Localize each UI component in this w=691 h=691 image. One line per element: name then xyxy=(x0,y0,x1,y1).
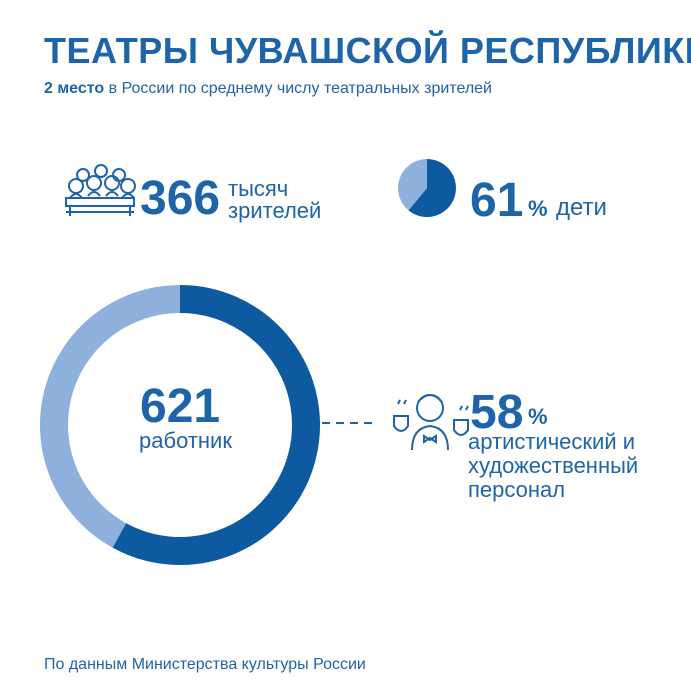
artists-label-line2: художественный xyxy=(468,453,639,478)
workers-donut-chart xyxy=(40,285,320,565)
artists-percent-sign: % xyxy=(528,404,548,429)
actor-masks-icon xyxy=(393,394,469,451)
spectators-unit-line1: тысяч xyxy=(228,176,289,201)
children-label: дети xyxy=(556,194,607,221)
spectators-unit: тысяч зрителей xyxy=(228,178,321,222)
workers-value: 621 xyxy=(140,380,221,433)
audience-icon xyxy=(65,164,136,216)
spectators-unit-line2: зрителей xyxy=(228,198,322,223)
spectators-value: 366 xyxy=(140,172,221,225)
subtitle-rank: 2 место xyxy=(44,80,105,97)
children-value: 61 xyxy=(470,174,524,227)
page-subtitle: 2 место в России по среднему числу театр… xyxy=(44,80,492,98)
artists-label-line1: артистический и xyxy=(468,429,636,454)
donut-segment-artists xyxy=(112,285,320,565)
artists-label: артистический и художественный персонал xyxy=(468,430,678,502)
page-title: ТЕАТРЫ ЧУВАШСКОЙ РЕСПУБЛИКИ xyxy=(44,30,691,71)
pie-slice-children xyxy=(408,159,457,218)
subtitle-text: в России по среднему числу театральных з… xyxy=(104,80,492,97)
pie-slice-others xyxy=(398,159,427,211)
children-pie-chart xyxy=(398,159,457,218)
children-percent-sign: % xyxy=(528,196,548,221)
artists-value: 58 xyxy=(470,386,524,439)
source-note: По данным Министерства культуры России xyxy=(44,656,366,673)
donut-segment-others xyxy=(40,285,181,548)
artists-label-line3: персонал xyxy=(468,477,566,502)
workers-label: работник xyxy=(139,428,232,453)
